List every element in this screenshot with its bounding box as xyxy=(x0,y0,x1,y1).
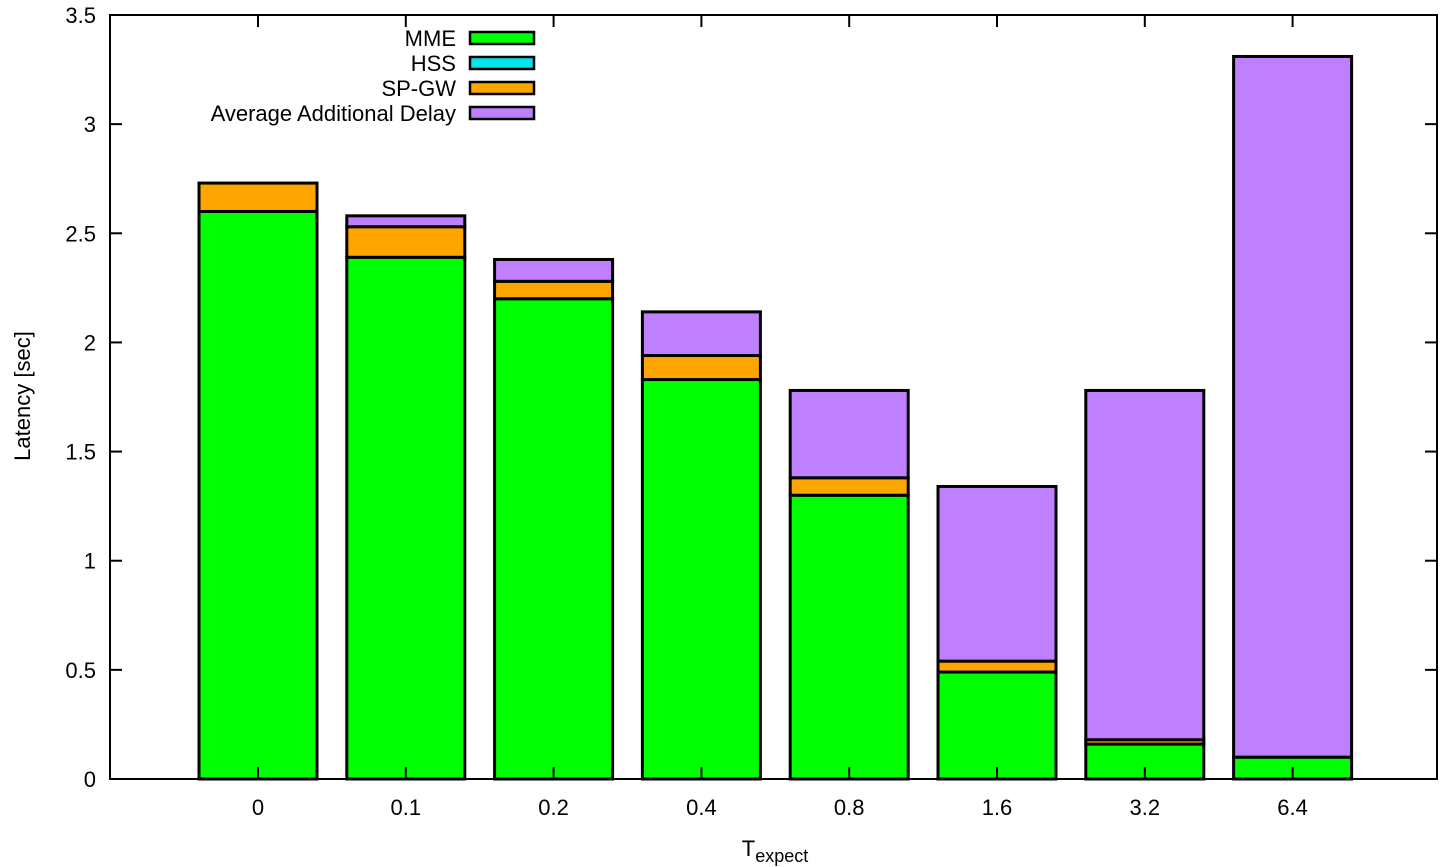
bar-segment-mme-4 xyxy=(788,493,910,781)
bar-segment-average-additional-delay-6 xyxy=(1084,388,1206,742)
bar-segment-sp-gw-4 xyxy=(788,476,910,497)
x-tick-label: 0.2 xyxy=(538,795,569,820)
bar-segment-average-additional-delay-2 xyxy=(493,257,615,283)
x-tick-label: 0 xyxy=(252,795,264,820)
bar-segment-sp-gw-3 xyxy=(640,354,762,382)
y-tick-label: 3.5 xyxy=(65,3,96,28)
y-tick-label: 2 xyxy=(84,330,96,355)
x-tick-label: 0.4 xyxy=(686,795,717,820)
legend-swatch-sp-gw xyxy=(468,80,536,96)
y-axis-title: Latency [sec] xyxy=(10,331,35,461)
y-tick-label: 2.5 xyxy=(65,221,96,246)
y-tick-label: 1 xyxy=(84,549,96,574)
legend-label-average-additional-delay: Average Additional Delay xyxy=(211,101,456,126)
bar-segment-average-additional-delay-4 xyxy=(788,388,910,480)
bar-segment-mme-2 xyxy=(493,297,615,781)
plot-frame xyxy=(109,14,1438,780)
bar-segment-sp-gw-2 xyxy=(493,279,615,301)
legend-swatch-average-additional-delay xyxy=(468,105,536,121)
legend-label-sp-gw: SP-GW xyxy=(381,76,456,101)
bars-group xyxy=(197,54,1354,781)
bar-segment-average-additional-delay-3 xyxy=(640,310,762,358)
y-tick-label: 1.5 xyxy=(65,440,96,465)
bar-segment-mme-3 xyxy=(640,378,762,781)
legend-swatch-mme xyxy=(468,30,536,46)
x-tick-label: 6.4 xyxy=(1277,795,1308,820)
legend-label-mme: MME xyxy=(405,26,456,51)
x-axis-title-subscript: expect xyxy=(755,846,808,866)
y-axis: 0 0.5 1 1.5 2 2.5 3 3.5 xyxy=(65,3,1437,792)
y-tick-label: 3 xyxy=(84,112,96,137)
bar-segment-mme-1 xyxy=(345,255,467,781)
bar-segment-sp-gw-5 xyxy=(936,659,1058,674)
bar-segment-mme-0 xyxy=(197,209,319,781)
legend-label-hss: HSS xyxy=(411,51,456,76)
legend-swatch-hss xyxy=(468,55,536,71)
x-axis: 0 0.1 0.2 0.4 0.8 1.6 3.2 6.4 xyxy=(252,15,1308,820)
x-axis-title: Texpect xyxy=(742,836,809,866)
y-tick-label: 0 xyxy=(84,767,96,792)
bar-segment-average-additional-delay-1 xyxy=(345,214,467,229)
bar-segment-average-additional-delay-7 xyxy=(1232,54,1354,759)
bar-segment-average-additional-delay-5 xyxy=(936,484,1058,663)
bar-segment-sp-gw-0 xyxy=(197,181,319,213)
plot-area xyxy=(109,14,1438,780)
bar-segment-mme-5 xyxy=(936,670,1058,781)
y-tick-label: 0.5 xyxy=(65,658,96,683)
x-tick-label: 3.2 xyxy=(1130,795,1161,820)
x-axis-title-main: T xyxy=(742,836,755,861)
x-tick-label: 1.6 xyxy=(982,795,1013,820)
bar-segment-sp-gw-1 xyxy=(345,225,467,259)
x-tick-label: 0.1 xyxy=(391,795,422,820)
x-tick-label: 0.8 xyxy=(834,795,865,820)
